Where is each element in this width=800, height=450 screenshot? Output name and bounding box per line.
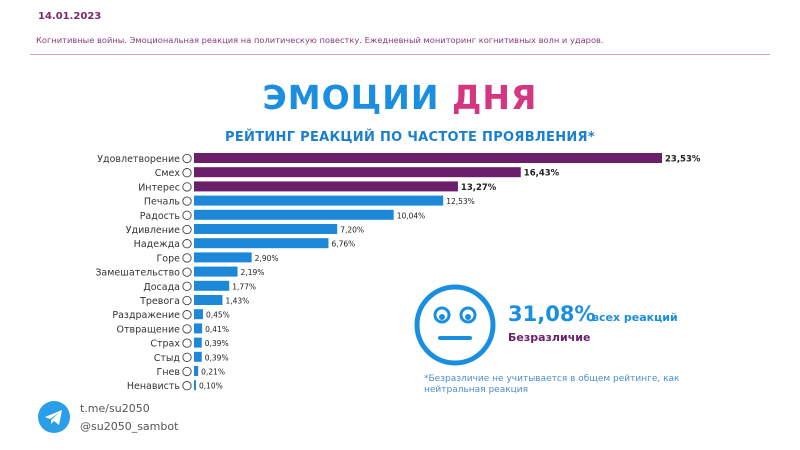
emotion-face-icon bbox=[182, 281, 192, 291]
report-subtitle: Когнитивные войны. Эмоциональная реакция… bbox=[36, 35, 604, 45]
bar bbox=[194, 252, 252, 263]
emotion-face-icon bbox=[182, 224, 192, 235]
data-label: 0,39% bbox=[205, 339, 229, 348]
data-label: 0,41% bbox=[205, 325, 229, 334]
data-label: 0,21% bbox=[201, 368, 225, 377]
bar bbox=[194, 351, 202, 362]
category-label: Страх bbox=[150, 339, 180, 350]
bar bbox=[194, 337, 202, 348]
data-label: 16,43% bbox=[524, 169, 560, 179]
telegram-bot-link[interactable]: @su2050_sambot bbox=[80, 420, 179, 433]
emotion-face-icon bbox=[182, 366, 192, 377]
data-label: 12,53% bbox=[446, 197, 475, 206]
emotion-face-icon bbox=[182, 253, 192, 263]
bar bbox=[194, 224, 338, 234]
data-label: 1,43% bbox=[225, 297, 249, 306]
data-label: 7,20% bbox=[340, 226, 364, 235]
telegram-channel-link[interactable]: t.me/su2050 bbox=[80, 402, 150, 415]
bar bbox=[194, 380, 196, 391]
category-label: Удовлетворение bbox=[97, 154, 180, 165]
data-label: 23,53% bbox=[665, 155, 701, 165]
bar bbox=[194, 295, 223, 305]
bar bbox=[194, 323, 203, 334]
bar bbox=[194, 195, 444, 206]
telegram-icon[interactable] bbox=[38, 401, 70, 433]
category-label: Радость bbox=[140, 211, 181, 222]
category-label: Стыд bbox=[154, 353, 181, 364]
data-label: 6,76% bbox=[331, 240, 355, 249]
emotion-face-icon bbox=[182, 196, 192, 206]
emotion-face-icon bbox=[182, 267, 192, 277]
report-date: 14.01.2023 bbox=[38, 11, 102, 22]
bar bbox=[194, 238, 329, 249]
bar bbox=[194, 167, 521, 178]
category-label: Интерес bbox=[138, 182, 180, 193]
data-label: 1,77% bbox=[232, 282, 256, 291]
data-label: 10,04% bbox=[397, 211, 426, 220]
bar bbox=[194, 181, 458, 192]
emotion-face-icon bbox=[182, 324, 192, 334]
emotion-face-icon bbox=[182, 295, 192, 306]
category-label: Замешательство bbox=[95, 268, 180, 279]
data-label: 2,90% bbox=[255, 254, 279, 263]
data-label: 0,45% bbox=[206, 311, 230, 320]
bar bbox=[194, 266, 238, 277]
emotion-face-icon bbox=[182, 352, 192, 362]
category-label: Удивление bbox=[126, 225, 180, 236]
title-word-1: ЭМОЦИИ bbox=[262, 78, 440, 117]
bar bbox=[194, 366, 199, 376]
indifference-suffix: всех реакций bbox=[592, 311, 678, 324]
category-label: Надежда bbox=[134, 239, 180, 250]
indifference-percent: 31,08% bbox=[508, 302, 596, 326]
emotion-face-icon bbox=[182, 338, 192, 348]
emotion-face-icon bbox=[182, 153, 192, 164]
category-label: Горе bbox=[157, 253, 181, 264]
header-divider bbox=[30, 54, 770, 55]
emotion-face-icon bbox=[182, 182, 192, 192]
footnote: *Безразличие не учитывается в общем рейт… bbox=[424, 374, 680, 395]
data-label: 0,39% bbox=[205, 353, 229, 362]
category-label: Ненависть bbox=[127, 381, 181, 392]
category-label: Печаль bbox=[144, 197, 180, 208]
category-label: Смех bbox=[155, 168, 181, 179]
bar bbox=[194, 153, 662, 163]
category-label: Тревога bbox=[139, 296, 180, 307]
chart-title: РЕЙТИНГ РЕАКЦИЙ ПО ЧАСТОТЕ ПРОЯВЛЕНИЯ* bbox=[225, 130, 595, 145]
emotion-face-icon bbox=[182, 239, 192, 249]
emotion-face-icon bbox=[182, 310, 192, 320]
category-label: Досада bbox=[143, 282, 180, 293]
indifference-label: Безразличие bbox=[508, 331, 591, 344]
bar bbox=[194, 280, 230, 291]
bar bbox=[194, 309, 203, 320]
data-label: 0,10% bbox=[199, 382, 223, 391]
bar bbox=[194, 209, 394, 220]
category-label: Отвращение bbox=[117, 324, 181, 335]
neutral-face-icon bbox=[414, 284, 496, 366]
emotion-face-icon bbox=[182, 168, 192, 178]
category-label: Гнев bbox=[157, 367, 181, 378]
data-label: 2,19% bbox=[241, 268, 265, 277]
category-label: Раздражение bbox=[112, 310, 180, 321]
page-title: ЭМОЦИИ ДНЯ bbox=[0, 78, 800, 117]
emotion-face-icon bbox=[182, 381, 192, 391]
emotion-face-icon bbox=[182, 210, 192, 220]
title-word-2: ДНЯ bbox=[452, 78, 538, 117]
data-label: 13,27% bbox=[461, 183, 497, 193]
